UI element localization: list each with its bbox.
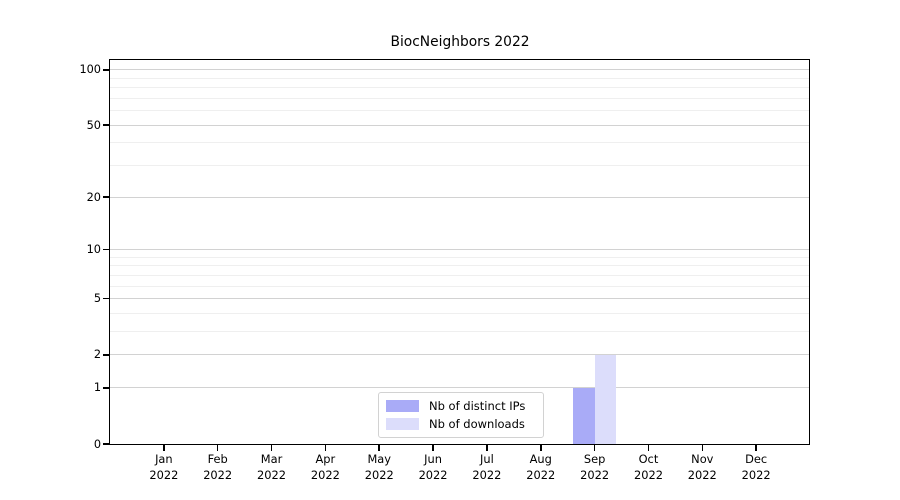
bar-distinct-ips	[573, 387, 595, 444]
chart-title: BiocNeighbors 2022	[390, 34, 530, 50]
y-tick-mark	[103, 443, 110, 445]
bar-downloads	[594, 354, 617, 444]
x-tick-label: Aug 2022	[526, 451, 555, 483]
x-tick-label: May 2022	[365, 451, 394, 483]
x-tick-year: 2022	[203, 468, 233, 482]
x-tick-mark	[378, 444, 380, 451]
y-tick-label: 100	[79, 63, 101, 77]
legend-row: Nb of distinct IPs	[386, 399, 535, 413]
x-tick-label: Jul 2022	[472, 451, 501, 483]
x-tick-year: 2022	[418, 468, 448, 482]
x-tick-year: 2022	[149, 468, 179, 482]
legend-row: Nb of downloads	[386, 417, 535, 431]
x-tick-mark	[647, 444, 650, 451]
y-tick-mark	[103, 196, 110, 198]
minor-gridline	[110, 97, 810, 99]
minor-gridline	[110, 77, 810, 79]
minor-gridline	[110, 331, 810, 333]
minor-gridline	[110, 165, 810, 167]
x-tick-mark	[593, 444, 596, 451]
x-tick-label: Apr 2022	[311, 451, 340, 483]
legend: Nb of distinct IPs Nb of downloads	[378, 392, 544, 438]
x-tick-month: Feb	[207, 452, 228, 466]
x-tick-mark	[216, 444, 219, 451]
x-tick-year: 2022	[310, 468, 340, 482]
x-tick-month: Mar	[260, 452, 283, 466]
y-tick-label: 50	[86, 118, 101, 132]
minor-gridline	[110, 313, 810, 314]
y-tick-label: 0	[93, 437, 101, 451]
x-tick-month: Oct	[638, 452, 659, 466]
y-tick-mark	[103, 248, 110, 251]
x-tick-label: Feb 2022	[203, 451, 232, 483]
x-tick-year: 2022	[364, 468, 394, 482]
major-gridline	[110, 69, 810, 71]
legend-swatch	[386, 418, 419, 430]
x-tick-label: Sep 2022	[580, 451, 609, 483]
x-tick-label: Dec 2022	[742, 451, 771, 483]
major-gridline	[110, 298, 810, 300]
y-tick-mark	[103, 387, 110, 389]
major-gridline	[110, 124, 810, 126]
minor-gridline	[110, 87, 810, 89]
x-tick-mark	[486, 444, 488, 451]
x-tick-month: Sep	[583, 452, 606, 466]
y-tick-mark	[103, 124, 110, 126]
x-tick-year: 2022	[472, 468, 502, 482]
x-tick-year: 2022	[687, 468, 717, 482]
x-tick-year: 2022	[526, 468, 556, 482]
x-tick-month: Jun	[424, 452, 442, 466]
x-tick-month: May	[367, 452, 391, 466]
x-tick-mark	[701, 444, 704, 451]
x-tick-mark	[432, 444, 434, 451]
major-gridline	[110, 196, 810, 198]
y-tick-mark	[103, 297, 110, 300]
x-tick-label: Jan 2022	[149, 451, 178, 483]
y-tick-mark	[103, 69, 110, 71]
x-tick-year: 2022	[257, 468, 287, 482]
minor-gridline	[110, 274, 810, 276]
x-tick-mark	[163, 444, 165, 451]
x-tick-month: Apr	[315, 452, 336, 466]
major-gridline	[110, 249, 810, 251]
x-tick-month: Jul	[480, 452, 494, 466]
x-tick-mark	[270, 444, 273, 451]
minor-gridline	[110, 285, 810, 287]
x-tick-month: Aug	[529, 452, 552, 466]
x-tick-year: 2022	[633, 468, 663, 482]
x-tick-label: Nov 2022	[688, 451, 717, 483]
x-tick-label: Mar 2022	[257, 451, 286, 483]
x-tick-mark	[755, 444, 757, 451]
x-tick-mark	[540, 444, 542, 451]
major-gridline	[110, 354, 810, 356]
legend-label: Nb of downloads	[429, 417, 525, 431]
y-tick-mark	[103, 354, 110, 356]
x-tick-month: Dec	[745, 452, 768, 466]
y-tick-label: 5	[93, 292, 101, 306]
y-tick-label: 10	[86, 243, 101, 257]
y-tick-label: 1	[93, 381, 101, 395]
legend-label: Nb of distinct IPs	[429, 399, 526, 413]
x-tick-label: Jun 2022	[419, 451, 448, 483]
minor-gridline	[110, 256, 810, 258]
minor-gridline	[110, 110, 810, 112]
legend-swatch	[386, 400, 419, 412]
y-tick-label: 20	[86, 190, 101, 204]
x-tick-mark	[324, 444, 327, 451]
x-tick-year: 2022	[741, 468, 771, 482]
minor-gridline	[110, 142, 810, 144]
major-gridline	[110, 387, 810, 389]
x-tick-month: Nov	[691, 452, 714, 466]
minor-gridline	[110, 265, 810, 267]
y-tick-label: 2	[93, 348, 101, 362]
x-tick-year: 2022	[580, 468, 610, 482]
x-tick-label: Oct 2022	[634, 451, 663, 483]
x-tick-month: Jan	[155, 452, 173, 466]
